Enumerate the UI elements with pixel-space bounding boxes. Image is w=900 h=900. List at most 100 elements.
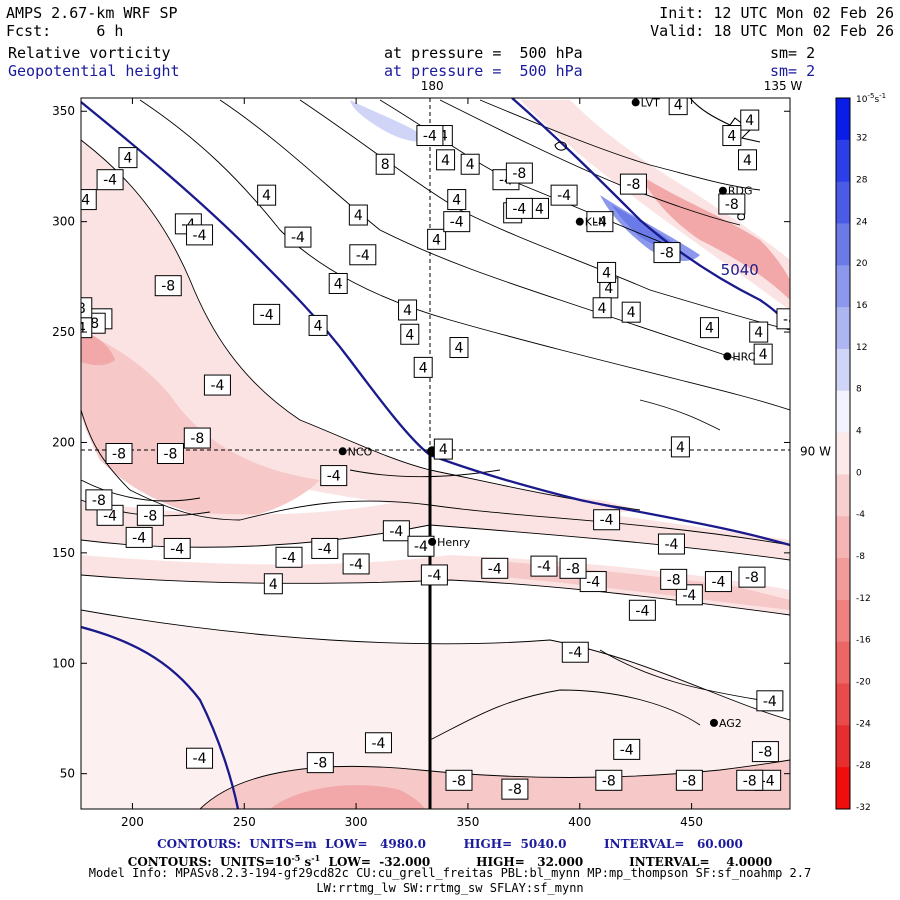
contour-label-negative-box — [156, 443, 184, 464]
contour-label-negative: -8 — [306, 752, 334, 774]
contour-label-positive-text: 4 — [727, 129, 736, 145]
contour-label-negative-text: -8 — [566, 561, 580, 577]
contour-line — [439, 99, 741, 226]
contour-label-negative: -4 — [530, 555, 558, 577]
contour-label-positive: 4 — [433, 438, 453, 460]
contour-label-negative-text: -8 — [72, 301, 86, 317]
contour-label-positive-box — [597, 261, 617, 283]
contour-label-negative: -4 — [505, 197, 533, 219]
island — [554, 141, 567, 151]
station-kln: KLN — [575, 216, 606, 229]
vorticity-contour-range: LOW= -32.000 HIGH= 32.000 INTERVAL= 4.00… — [320, 855, 773, 869]
y-tick-label: 350 — [52, 104, 75, 118]
contour-label-positive: 4 — [118, 147, 138, 169]
shade-neg4-south — [81, 610, 790, 809]
contour-label-negative-text: -8 — [313, 756, 327, 772]
contour-label-negative: -4 — [125, 526, 153, 548]
contour-label-negative: -8 — [595, 769, 623, 791]
contour-label-positive-box — [621, 301, 641, 323]
y-tick-label: 150 — [52, 546, 75, 560]
contour-label-negative-box — [81, 189, 97, 211]
contour-label-negative-text: -4 — [282, 550, 296, 566]
field2-name: Geopotential height — [8, 62, 180, 80]
colorbar-tick: -8 — [856, 552, 865, 562]
island — [737, 213, 746, 221]
contour-label-negative: -8 — [445, 769, 473, 791]
contour-label-negative: -4 — [382, 520, 410, 542]
contour-label-positive-box — [375, 153, 395, 175]
colorbar-frame — [835, 97, 851, 810]
contour-label-negative-box — [505, 197, 533, 219]
colorbar-swatch — [836, 516, 850, 559]
contour-line — [429, 689, 701, 741]
contour-label-negative-text: -4 — [414, 539, 428, 555]
contour-label-negative-box — [105, 443, 133, 464]
contour-label-negative-text: -4 — [450, 215, 464, 231]
contour-label-negative: -8 — [154, 275, 182, 297]
contour-label-negative-text: -8 — [602, 773, 616, 789]
contour-line — [139, 99, 790, 411]
contour-label-positive-box — [668, 98, 688, 116]
contour-label-positive-box — [328, 272, 348, 294]
contour-label-negative: -8 — [751, 741, 779, 763]
contour-label-negative: -4 — [203, 374, 231, 396]
x-tick-label: 350 — [456, 815, 479, 829]
contour-label-negative: -8 — [776, 308, 790, 330]
contour-label-negative: -4 — [420, 564, 448, 586]
contour-label-positive: 4 — [328, 272, 348, 294]
colorbar-swatch — [836, 139, 850, 183]
contour-label-negative: -4 — [550, 184, 578, 206]
contour-label-negative-box — [203, 374, 231, 396]
contour-label-positive: 4 — [597, 261, 617, 283]
contour-label-negative: -8 — [653, 242, 681, 264]
colorbar-tick: 0 — [856, 468, 862, 478]
contour-label-negative: -4 — [284, 226, 312, 248]
contour-label-negative-text: -8 — [758, 745, 772, 761]
colorbar-tick: -32 — [856, 803, 871, 813]
colorbar-swatch — [836, 725, 850, 768]
contour-label-positive-box — [670, 436, 690, 458]
contour-label-positive: 4 — [413, 356, 433, 378]
contour-label-positive-text: 4 — [466, 157, 475, 173]
contour-label-positive-text: 4 — [314, 318, 323, 334]
contour-label-negative-text: -8 — [452, 773, 466, 789]
colorbar-swatch — [836, 265, 850, 308]
contour-label-negative: -8 — [736, 769, 764, 791]
contour-label-negative-box — [275, 546, 303, 568]
station-dot — [723, 352, 732, 361]
contour-label-positive-box — [308, 314, 328, 336]
contour-label-negative-box — [675, 769, 703, 791]
contour-label-negative-text: -4 — [356, 248, 370, 264]
init-time: Init: 12 UTC Mon 02 Feb 26 — [659, 4, 894, 22]
contour-label-negative-box — [382, 520, 410, 542]
y-tick-label: 250 — [52, 325, 75, 339]
height-contour-5040-south — [81, 625, 240, 809]
contour-label-negative-box — [660, 568, 688, 590]
contour-label-positive: 4 — [257, 184, 277, 206]
contour-label-positive-text: 8 — [381, 157, 390, 173]
contour-label-negative-box — [183, 427, 211, 449]
contour-label-negative-text: -8 — [743, 773, 757, 789]
contour-label-positive-text: 4 — [743, 153, 752, 169]
vorticity-contour-exp1: -5 — [291, 853, 301, 863]
contour-label-negative-box — [186, 224, 214, 246]
contour-label-negative-box — [342, 553, 370, 575]
colorbar-swatch — [836, 348, 850, 392]
vorticity-contour-info: CONTOURS: UNITS=10-5 s-1 LOW= -32.000 HI… — [0, 851, 900, 869]
contour-label-negative-box — [364, 732, 392, 754]
contour-label-negative-text: -4 — [170, 541, 184, 557]
contour-label-negative-text: -4 — [423, 129, 437, 145]
contour-label-positive-box — [118, 147, 138, 169]
contour-label-positive-text: 4 — [403, 303, 412, 319]
contour-label-negative-text: -8 — [626, 177, 640, 193]
contour-label-positive-text: 4 — [627, 305, 636, 321]
contour-label-negative: -8 — [738, 566, 766, 588]
contour-label-negative-box — [704, 571, 732, 593]
colorbar-swatch — [836, 223, 850, 266]
contour-label-positive-text: 4 — [262, 188, 271, 204]
contour-label-negative: -8 — [505, 162, 533, 184]
contour-label-negative-box — [253, 303, 281, 325]
contour-label-negative-box — [559, 557, 587, 579]
contour-label-negative: -4 — [586, 211, 614, 233]
top-label-135w: 135 W — [764, 79, 803, 93]
